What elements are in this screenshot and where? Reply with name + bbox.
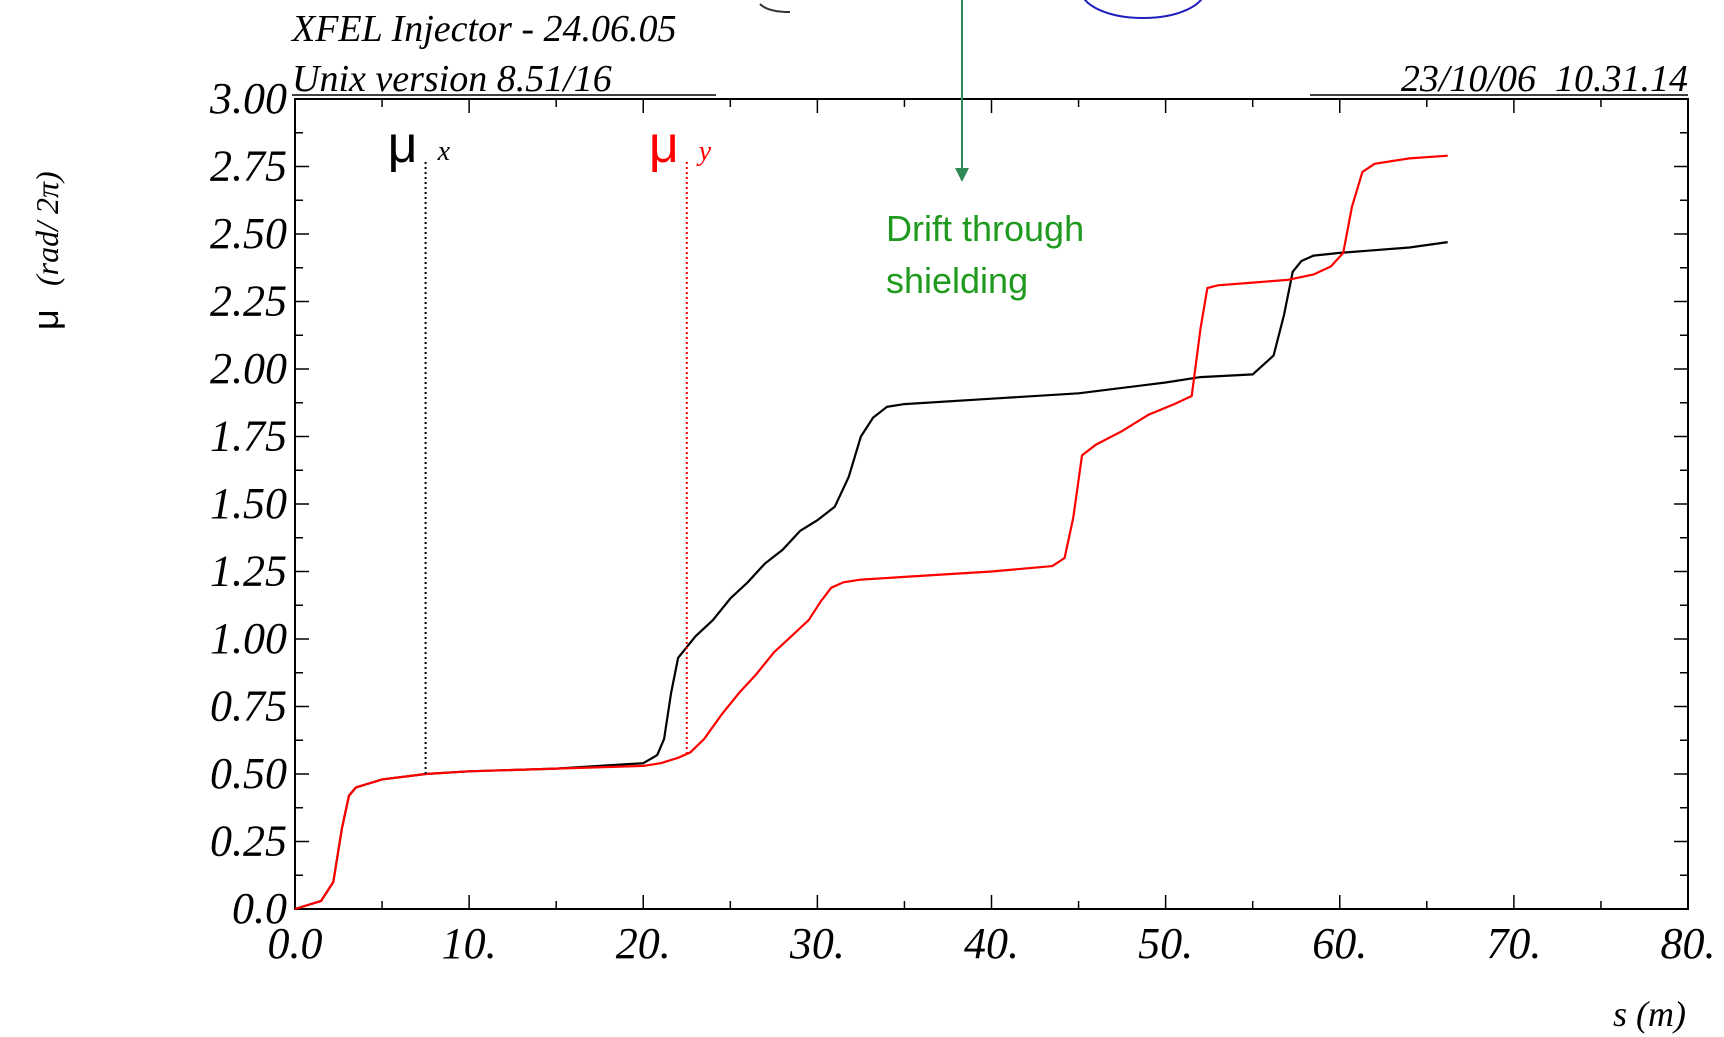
x-tick-label: 50. xyxy=(1138,919,1193,968)
x-tick-label: 0.0 xyxy=(268,919,323,968)
chart-subtitle: Unix version 8.51/16 xyxy=(292,58,612,100)
blue-circle-decoration xyxy=(1083,0,1203,19)
y-tick-label: 0.50 xyxy=(210,749,287,798)
y-axis-label: μ (rad/ 2π) xyxy=(25,171,66,330)
y-tick-label: 0.25 xyxy=(210,817,287,866)
y-tick-label: 1.50 xyxy=(210,479,287,528)
y-tick-label: 2.50 xyxy=(210,209,287,258)
y-tick-label: 2.00 xyxy=(210,344,287,393)
y-tick-label: 1.75 xyxy=(210,412,287,461)
legend-symbol: μ xyxy=(649,116,679,174)
x-tick-label: 70. xyxy=(1486,919,1541,968)
x-tick-label: 40. xyxy=(964,919,1019,968)
legend-subscript: x xyxy=(437,136,451,167)
chart-timestamp: 23/10/06 10.31.14 xyxy=(1401,58,1688,100)
x-tick-labels: 0.0 10. 20. 30. 40. 50. 60. 70. 80. xyxy=(268,919,1716,968)
series-mu-y-line xyxy=(294,154,1448,911)
x-axis-label: s (m) xyxy=(1613,994,1686,1034)
annotation-line-2: shielding xyxy=(886,260,1028,301)
x-tick-label: 30. xyxy=(789,919,845,968)
y-tick-label: 2.75 xyxy=(210,142,287,191)
chart-title: XFEL Injector - 24.06.05 xyxy=(290,8,677,50)
legend-symbol: μ xyxy=(388,116,418,174)
y-tick-labels: 0.0 0.25 0.50 0.75 1.00 1.25 1.50 1.75 2.00 2.25 2… xyxy=(209,74,287,933)
y-axis-symbol: μ xyxy=(25,309,66,330)
y-tick-label: 0.75 xyxy=(210,682,287,731)
y-tick-label: 0.0 xyxy=(232,884,287,933)
annotation-arrow-head xyxy=(955,168,969,182)
curve-decoration xyxy=(759,3,791,13)
y-tick-label: 1.00 xyxy=(210,614,287,663)
series-mu-x-line xyxy=(294,241,1448,911)
x-tick-label: 20. xyxy=(616,919,671,968)
annotation-line-1: Drift through xyxy=(886,208,1084,249)
axis-ticks xyxy=(294,98,1689,910)
y-axis-units: (rad/ 2π) xyxy=(29,171,65,286)
y-tick-label: 1.25 xyxy=(210,547,287,596)
y-tick-label: 3.00 xyxy=(209,74,287,123)
x-tick-label: 60. xyxy=(1312,919,1367,968)
legend-subscript: y xyxy=(696,136,712,167)
y-tick-label: 2.25 xyxy=(210,277,287,326)
x-tick-label: 80. xyxy=(1661,919,1716,968)
x-tick-label: 10. xyxy=(442,919,497,968)
